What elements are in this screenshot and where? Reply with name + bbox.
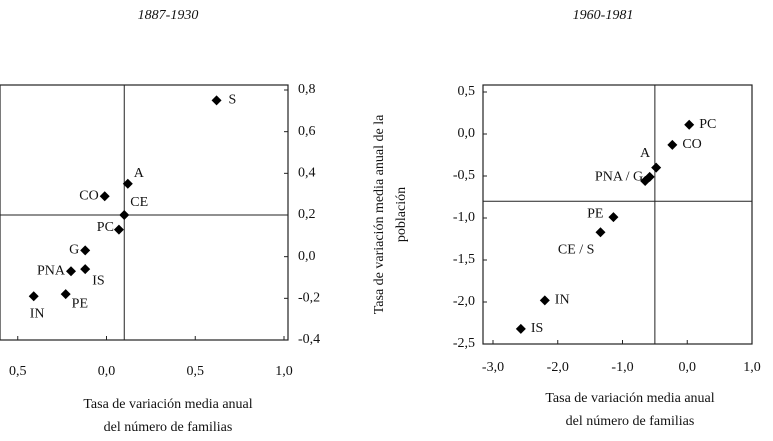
point-label: PNA / G — [595, 169, 643, 184]
y-tick-label: 0,6 — [298, 124, 316, 139]
data-point — [608, 212, 619, 223]
y-tick-label: -1,5 — [453, 252, 475, 267]
point-label: CE / S — [558, 242, 595, 257]
x-tick-label: 1,0 — [743, 360, 761, 375]
x-tick-label: 0,0 — [98, 364, 116, 379]
point-label: IS — [531, 321, 543, 336]
point-label: IN — [555, 293, 570, 308]
data-point — [667, 139, 678, 150]
point-label: G — [69, 243, 79, 258]
data-point — [595, 227, 606, 238]
x-axis-label: Tasa de variación media anual — [545, 391, 714, 406]
y-tick-label: -2,0 — [453, 294, 475, 309]
chart-title: 1887-1930 — [138, 8, 199, 23]
x-axis-label: del número de familias — [104, 420, 233, 435]
data-point — [684, 119, 695, 130]
x-axis-label: del número de familias — [566, 414, 695, 429]
y-tick-label: -0,5 — [453, 168, 475, 183]
data-point — [113, 224, 124, 235]
y-tick-label: 0,8 — [298, 82, 316, 97]
y-tick-label: 0,2 — [298, 207, 316, 222]
y-axis-label: población — [394, 187, 409, 242]
data-point — [640, 176, 651, 187]
chart-title: 1960-1981 — [573, 8, 634, 23]
data-point — [60, 289, 71, 300]
point-label: IN — [30, 306, 45, 321]
y-tick-label: -1,0 — [453, 210, 475, 225]
point-label: S — [229, 93, 237, 108]
point-label: IS — [92, 273, 104, 288]
point-label: CO — [79, 188, 98, 203]
point-label: CE — [130, 195, 148, 210]
y-axis-label: Tasa de variación media anual de la — [372, 114, 387, 314]
y-tick-label: -2,5 — [453, 336, 475, 351]
point-label: A — [134, 166, 145, 181]
x-tick-label: -3,0 — [482, 360, 504, 375]
data-point — [66, 266, 76, 277]
point-label: PE — [72, 296, 88, 311]
y-tick-label: -0,2 — [298, 291, 320, 306]
y-tick-label: 0,0 — [458, 126, 476, 141]
plot-frame — [0, 84, 289, 341]
point-label: PE — [587, 206, 603, 221]
data-point — [122, 178, 133, 189]
y-tick-label: 0,5 — [458, 84, 476, 99]
data-point — [651, 162, 662, 173]
data-point — [515, 323, 526, 334]
data-point — [211, 95, 222, 106]
x-axis-label: Tasa de variación media anual — [83, 397, 252, 412]
x-tick-label: 1,0 — [275, 364, 293, 379]
x-tick-label: 0,5 — [187, 364, 205, 379]
data-point — [80, 245, 91, 256]
data-point — [28, 291, 39, 302]
data-point — [539, 295, 550, 306]
data-point — [119, 210, 130, 220]
point-label: A — [640, 146, 651, 161]
y-tick-label: 0,4 — [298, 166, 316, 181]
x-tick-label: 0,5 — [9, 364, 27, 379]
plot-frame — [482, 84, 753, 345]
y-tick-label: -0,4 — [298, 332, 320, 347]
data-point — [99, 191, 110, 202]
x-tick-label: -2,0 — [547, 360, 569, 375]
y-tick-label: 0,0 — [298, 249, 316, 264]
point-label: PC — [699, 117, 716, 132]
x-tick-label: 0,0 — [679, 360, 697, 375]
point-label: PC — [97, 220, 114, 235]
x-tick-label: -1,0 — [611, 360, 633, 375]
data-point — [80, 264, 91, 275]
point-label: PNA — [37, 263, 66, 278]
point-label: CO — [682, 137, 701, 152]
